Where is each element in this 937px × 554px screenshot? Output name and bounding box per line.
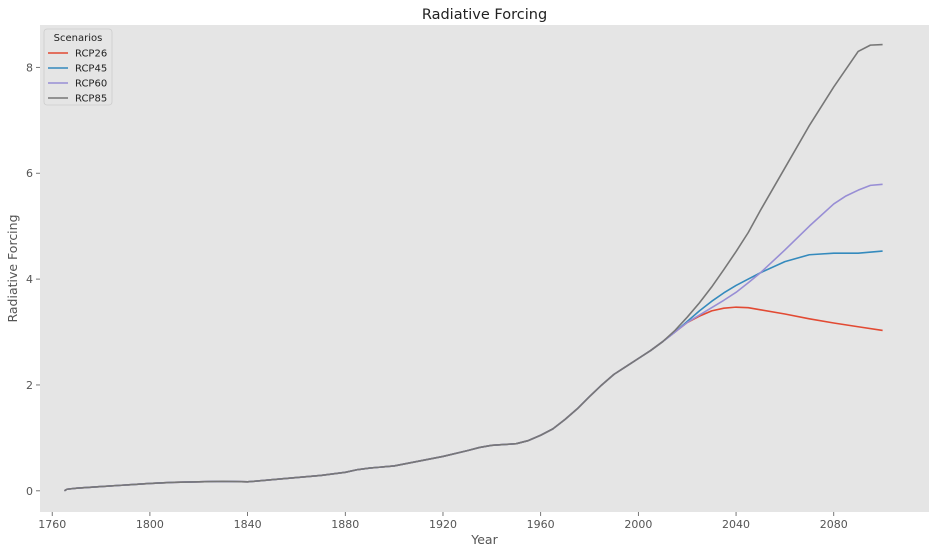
series-line-rcp85 [63,43,883,492]
x-tick-label: 1960 [527,518,555,531]
legend: Scenarios RCP26 RCP45 RCP60 RCP85 [43,28,113,106]
chart-title: Radiative Forcing [422,7,547,23]
legend-title: Scenarios [54,33,103,44]
x-tick-label: 1840 [234,518,262,531]
y-tick-label: 4 [26,273,33,286]
x-tick-label: 2000 [624,518,652,531]
y-axis-ticks: 0 2 4 6 8 [26,61,40,498]
legend-items: RCP26 RCP45 RCP60 RCP85 [48,49,107,105]
x-tick-label: 2080 [820,518,848,531]
x-tick-label: 1880 [331,518,359,531]
x-tick-label: 2040 [722,518,750,531]
legend-label-rcp26: RCP26 [75,49,107,60]
y-tick-label: 2 [26,379,33,392]
plot-area [40,25,929,512]
x-axis-ticks: 1760 1800 1840 1880 1920 1960 2000 2040 2080 [38,512,848,531]
y-tick-label: 6 [26,167,33,180]
legend-label-rcp45: RCP45 [75,64,107,75]
x-tick-label: 1760 [38,518,66,531]
y-tick-label: 0 [26,485,33,498]
x-tick-label: 1920 [429,518,457,531]
x-tick-label: 1800 [136,518,164,531]
y-axis-label: Radiative Forcing [5,214,20,322]
x-axis-label: Year [470,532,498,547]
y-tick-label: 8 [26,61,33,74]
series-lines [63,43,883,492]
legend-label-rcp85: RCP85 [75,94,107,105]
legend-box [43,28,113,106]
legend-label-rcp60: RCP60 [75,79,107,90]
